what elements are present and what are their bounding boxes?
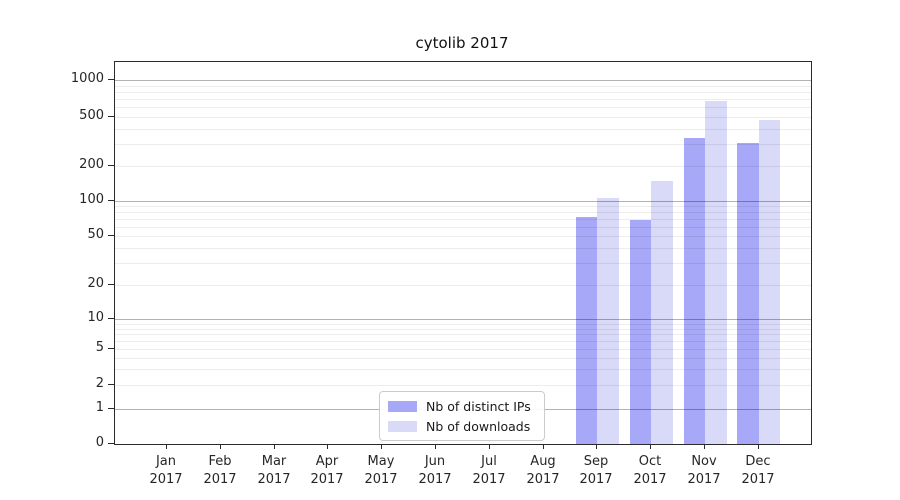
y-gridline-minor xyxy=(115,341,811,342)
y-tick-label: 500 xyxy=(79,108,104,123)
x-tick xyxy=(381,444,382,449)
x-tick-label-nov: Nov 2017 xyxy=(687,454,721,487)
x-tick xyxy=(650,444,651,449)
y-gridline-minor xyxy=(115,385,811,386)
x-tick-label-jan: Jan 2017 xyxy=(149,454,183,487)
x-tick-label-feb: Feb 2017 xyxy=(203,454,237,487)
y-gridline-minor xyxy=(115,324,811,325)
y-gridline-minor xyxy=(115,212,811,213)
x-tick xyxy=(596,444,597,449)
x-tick-label-mar: Mar 2017 xyxy=(257,454,291,487)
y-tick-label: 20 xyxy=(87,276,104,291)
bar-sep-nb-of-downloads xyxy=(597,197,619,444)
y-gridline-major xyxy=(115,201,811,202)
x-tick-label-jun: Jun 2017 xyxy=(418,454,452,487)
y-gridline-minor xyxy=(115,227,811,228)
y-tick xyxy=(108,318,114,319)
y-tick xyxy=(108,200,114,201)
y-tick xyxy=(108,79,114,80)
y-gridline-minor xyxy=(115,285,811,286)
y-tick xyxy=(108,284,114,285)
bar-sep-nb-of-distinct-ips xyxy=(575,216,598,444)
y-gridline-minor xyxy=(115,236,811,237)
y-gridline-minor xyxy=(115,144,811,145)
y-gridline-minor xyxy=(115,358,811,359)
y-tick-label: 1000 xyxy=(70,71,104,86)
bar-oct-nb-of-downloads xyxy=(651,180,673,444)
x-tick xyxy=(274,444,275,449)
y-gridline-minor xyxy=(115,219,811,220)
x-tick xyxy=(327,444,328,449)
chart-title: cytolib 2017 xyxy=(415,34,509,52)
y-gridline-minor xyxy=(115,86,811,87)
y-gridline-minor xyxy=(115,166,811,167)
legend-item-distinct-ips: Nb of distinct IPs xyxy=(388,399,544,414)
y-gridline-minor xyxy=(115,329,811,330)
bar-nov-nb-of-downloads xyxy=(705,100,727,444)
y-tick xyxy=(108,235,114,236)
bar-dec-nb-of-distinct-ips xyxy=(737,142,759,444)
y-tick-label: 50 xyxy=(87,227,104,242)
y-tick xyxy=(108,384,114,385)
legend-item-downloads: Nb of downloads xyxy=(388,419,544,434)
x-tick xyxy=(758,444,759,449)
y-tick-label: 0 xyxy=(95,435,104,450)
x-tick xyxy=(704,444,705,449)
x-tick-label-sep: Sep 2017 xyxy=(579,454,613,487)
y-gridline-minor xyxy=(115,248,811,249)
y-gridline-minor xyxy=(115,129,811,130)
y-gridline-minor xyxy=(115,92,811,93)
y-tick-label: 5 xyxy=(95,340,104,355)
legend-label-downloads: Nb of downloads xyxy=(426,418,531,434)
y-tick xyxy=(108,165,114,166)
y-tick-label: 200 xyxy=(79,157,104,172)
y-gridline-minor xyxy=(115,263,811,264)
plot-area xyxy=(114,61,812,445)
y-gridline-minor xyxy=(115,107,811,108)
x-tick-label-jul: Jul 2017 xyxy=(472,454,506,487)
y-tick xyxy=(108,408,114,409)
y-gridline-minor xyxy=(115,369,811,370)
bar-nov-nb-of-distinct-ips xyxy=(683,137,705,444)
bar-dec-nb-of-downloads xyxy=(758,120,781,444)
y-tick-label: 100 xyxy=(79,192,104,207)
y-gridline-major xyxy=(115,319,811,320)
x-tick-label-dec: Dec 2017 xyxy=(741,454,775,487)
x-tick-label-apr: Apr 2017 xyxy=(310,454,344,487)
y-tick-label: 1 xyxy=(95,400,104,415)
legend: Nb of distinct IPs Nb of downloads xyxy=(379,391,545,441)
x-tick xyxy=(166,444,167,449)
y-gridline-minor xyxy=(115,206,811,207)
x-tick xyxy=(220,444,221,449)
x-tick xyxy=(543,444,544,449)
y-tick xyxy=(108,443,114,444)
x-tick xyxy=(435,444,436,449)
y-tick xyxy=(108,348,114,349)
y-tick-label: 2 xyxy=(95,376,104,391)
y-gridline-minor xyxy=(115,334,811,335)
x-tick-label-aug: Aug 2017 xyxy=(526,454,560,487)
y-gridline-minor xyxy=(115,99,811,100)
y-gridline-minor xyxy=(115,349,811,350)
x-tick-label-oct: Oct 2017 xyxy=(633,454,667,487)
y-tick-label: 10 xyxy=(87,310,104,325)
x-tick xyxy=(489,444,490,449)
legend-swatch-distinct-ips xyxy=(388,400,417,412)
legend-label-distinct-ips: Nb of distinct IPs xyxy=(426,398,531,414)
x-tick-label-may: May 2017 xyxy=(364,454,398,487)
bar-oct-nb-of-distinct-ips xyxy=(629,220,652,444)
legend-swatch-downloads xyxy=(388,420,417,432)
y-tick xyxy=(108,116,114,117)
y-gridline-minor xyxy=(115,117,811,118)
y-gridline-major xyxy=(115,80,811,81)
